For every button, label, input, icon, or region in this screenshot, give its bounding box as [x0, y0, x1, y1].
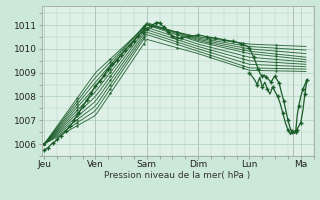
X-axis label: Pression niveau de la mer( hPa ): Pression niveau de la mer( hPa )	[104, 171, 251, 180]
